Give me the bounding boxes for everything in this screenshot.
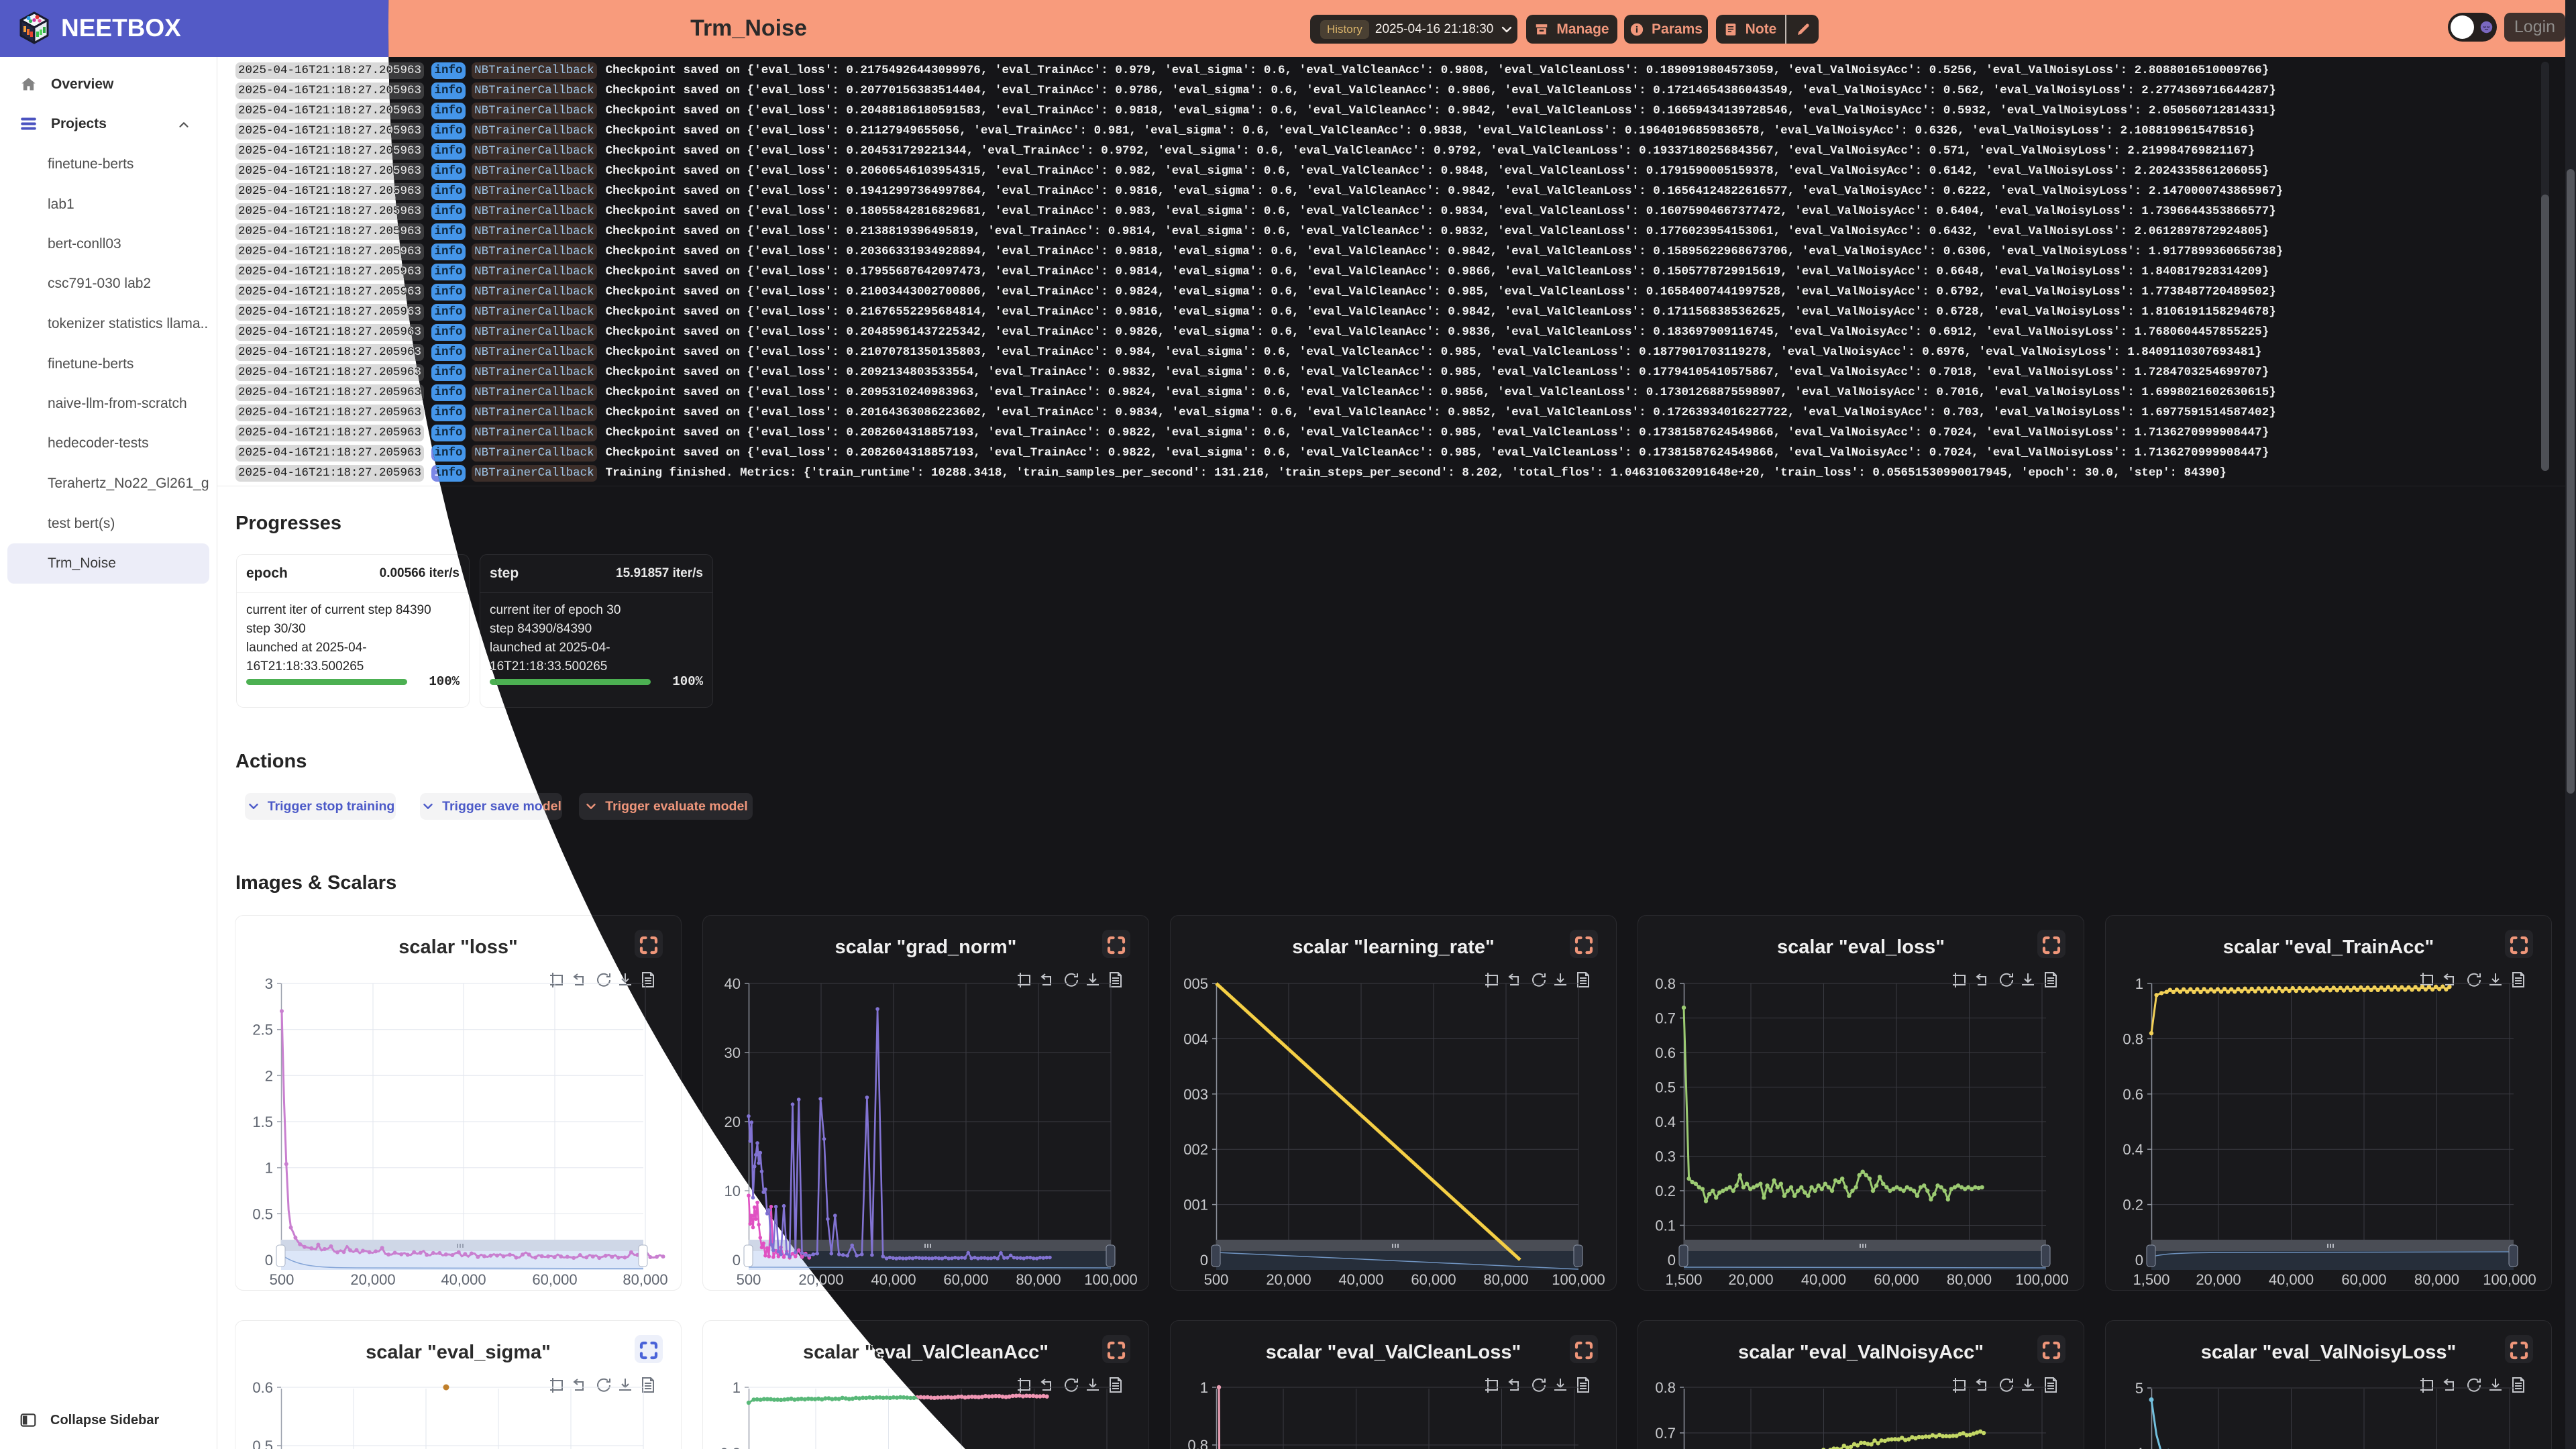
svg-text:0: 0 <box>2135 1252 2143 1269</box>
svg-text:20,000: 20,000 <box>1728 1271 1773 1288</box>
svg-text:60,000: 60,000 <box>1411 1271 1456 1288</box>
svg-text:0.6: 0.6 <box>252 1379 273 1396</box>
svg-text:005: 005 <box>1183 975 1208 992</box>
svg-text:scalar "grad_norm": scalar "grad_norm" <box>835 936 1017 958</box>
svg-text:1: 1 <box>733 1379 741 1396</box>
svg-text:scalar "eval_TrainAcc": scalar "eval_TrainAcc" <box>2223 936 2434 958</box>
svg-text:20,000: 20,000 <box>1266 1271 1311 1288</box>
svg-text:002: 002 <box>1183 1141 1208 1158</box>
svg-text:scalar "eval_ValNoisyAcc": scalar "eval_ValNoisyAcc" <box>1738 1342 1984 1363</box>
svg-text:60,000: 60,000 <box>1874 1271 1919 1288</box>
svg-text:60,000: 60,000 <box>943 1271 988 1288</box>
svg-text:0.7: 0.7 <box>1655 1010 1676 1027</box>
svg-text:0.4: 0.4 <box>2123 1141 2143 1158</box>
svg-text:20,000: 20,000 <box>350 1271 395 1288</box>
svg-text:1,500: 1,500 <box>1665 1271 1702 1288</box>
svg-text:500: 500 <box>737 1271 761 1288</box>
svg-text:0.6: 0.6 <box>1655 1044 1676 1061</box>
svg-text:1.5: 1.5 <box>252 1114 273 1130</box>
svg-text:40,000: 40,000 <box>441 1271 486 1288</box>
svg-text:60,000: 60,000 <box>2341 1271 2386 1288</box>
svg-text:scalar "eval_loss": scalar "eval_loss" <box>1777 936 1945 958</box>
svg-text:scalar "eval_ValNoisyLoss": scalar "eval_ValNoisyLoss" <box>2201 1342 2457 1363</box>
svg-text:0: 0 <box>265 1252 273 1269</box>
svg-text:40,000: 40,000 <box>1338 1271 1383 1288</box>
svg-text:004: 004 <box>1183 1030 1208 1047</box>
svg-text:0.2: 0.2 <box>2123 1197 2143 1214</box>
svg-text:80,000: 80,000 <box>1016 1271 1061 1288</box>
svg-text:1: 1 <box>265 1160 273 1177</box>
svg-text:scalar "loss": scalar "loss" <box>398 936 517 958</box>
svg-text:20: 20 <box>724 1114 741 1130</box>
svg-text:0.1: 0.1 <box>1655 1218 1676 1234</box>
svg-text:scalar "learning_rate": scalar "learning_rate" <box>1292 936 1495 958</box>
svg-text:scalar "eval_sigma": scalar "eval_sigma" <box>366 1342 551 1363</box>
svg-text:3: 3 <box>265 975 273 992</box>
svg-text:40,000: 40,000 <box>871 1271 916 1288</box>
svg-text:10: 10 <box>724 1183 741 1199</box>
svg-text:0.8: 0.8 <box>1187 1437 1208 1449</box>
svg-text:003: 003 <box>1183 1086 1208 1103</box>
svg-text:30: 30 <box>724 1044 741 1061</box>
svg-text:1,500: 1,500 <box>2133 1271 2169 1288</box>
svg-text:40,000: 40,000 <box>2269 1271 2314 1288</box>
svg-text:0: 0 <box>1200 1252 1208 1269</box>
svg-text:80,000: 80,000 <box>2414 1271 2459 1288</box>
svg-text:0.5: 0.5 <box>1655 1079 1676 1096</box>
svg-text:5: 5 <box>2135 1380 2143 1397</box>
svg-text:80,000: 80,000 <box>1483 1271 1528 1288</box>
svg-text:80,000: 80,000 <box>1947 1271 1992 1288</box>
svg-text:0.7: 0.7 <box>1655 1425 1676 1442</box>
svg-text:0: 0 <box>733 1252 741 1269</box>
svg-text:0.8: 0.8 <box>1655 1379 1676 1396</box>
svg-text:0.2: 0.2 <box>1655 1183 1676 1199</box>
svg-text:0.8: 0.8 <box>2123 1030 2143 1047</box>
svg-text:2.5: 2.5 <box>252 1022 273 1038</box>
svg-text:500: 500 <box>270 1271 294 1288</box>
svg-text:60,000: 60,000 <box>532 1271 577 1288</box>
svg-text:100,000: 100,000 <box>1084 1271 1138 1288</box>
svg-text:100,000: 100,000 <box>2015 1271 2069 1288</box>
svg-text:500: 500 <box>1204 1271 1229 1288</box>
svg-text:40: 40 <box>724 975 741 992</box>
svg-text:4: 4 <box>2135 1445 2143 1449</box>
svg-text:scalar "eval_ValCleanLoss": scalar "eval_ValCleanLoss" <box>1266 1342 1521 1363</box>
svg-text:80,000: 80,000 <box>623 1271 667 1288</box>
svg-text:20,000: 20,000 <box>2196 1271 2241 1288</box>
svg-text:0.8: 0.8 <box>720 1445 741 1449</box>
svg-text:40,000: 40,000 <box>1801 1271 1846 1288</box>
svg-text:2: 2 <box>265 1067 273 1084</box>
svg-text:0.4: 0.4 <box>1655 1114 1676 1130</box>
svg-text:0: 0 <box>1668 1252 1676 1269</box>
svg-text:0.6: 0.6 <box>2123 1086 2143 1103</box>
svg-text:1: 1 <box>1200 1379 1208 1396</box>
svg-text:1: 1 <box>2135 975 2143 992</box>
svg-text:0.3: 0.3 <box>1655 1148 1676 1165</box>
svg-text:0.5: 0.5 <box>252 1205 273 1222</box>
svg-text:0.5: 0.5 <box>252 1438 273 1449</box>
svg-text:100,000: 100,000 <box>1552 1271 1605 1288</box>
svg-text:0.8: 0.8 <box>1655 975 1676 992</box>
svg-text:001: 001 <box>1183 1197 1208 1214</box>
svg-text:100,000: 100,000 <box>2483 1271 2536 1288</box>
